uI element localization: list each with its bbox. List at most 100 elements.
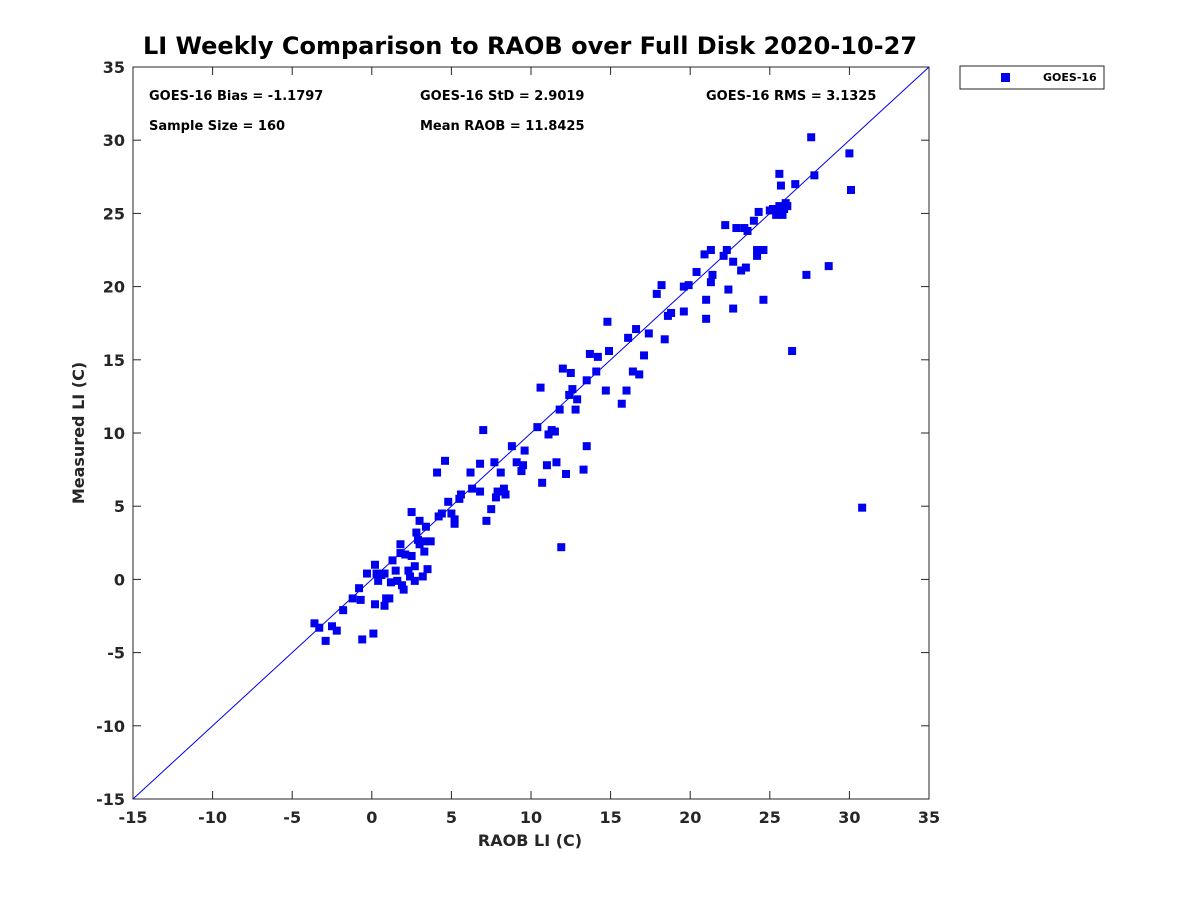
data-point [579, 465, 588, 474]
data-point [407, 551, 416, 560]
data-point [418, 572, 427, 581]
data-point [512, 458, 521, 467]
data-point [624, 333, 633, 342]
data-point [519, 461, 528, 470]
data-point [788, 347, 797, 356]
y-tick-label: -5 [107, 644, 125, 663]
data-point [339, 606, 348, 615]
data-point [776, 181, 785, 190]
data-point [566, 368, 575, 377]
data-point [617, 399, 626, 408]
data-point [562, 469, 571, 478]
data-point [622, 386, 631, 395]
data-point [370, 560, 379, 569]
data-point [706, 246, 715, 254]
data-point [635, 370, 644, 379]
data-point [450, 515, 459, 524]
data-point [372, 569, 381, 578]
data-point [385, 594, 394, 603]
data-point [544, 430, 553, 439]
data-point [603, 317, 612, 326]
data-point [858, 503, 867, 512]
data-point [592, 367, 601, 376]
data-point [759, 246, 768, 254]
data-point [404, 566, 413, 575]
data-point [493, 487, 502, 496]
data-point [667, 308, 676, 317]
data-point [468, 484, 477, 493]
data-point [410, 562, 419, 571]
data-point [571, 405, 580, 414]
data-point [501, 490, 510, 499]
data-point [310, 619, 319, 628]
data-point [369, 629, 378, 638]
data-point [721, 221, 730, 230]
data-point [773, 206, 782, 215]
plot-area: -15 -10 -5 0 5 10 15 20 25 30 35 -15 -10 -5 0 5 10 15 20 2… [96, 58, 940, 827]
data-point [706, 278, 715, 287]
data-point [476, 487, 485, 496]
y-tick-label: 35 [103, 58, 125, 77]
stat-bias: GOES-16 Bias = -1.1797 [149, 89, 323, 104]
chart-title: LI Weekly Comparison to RAOB over Full D… [143, 32, 917, 60]
y-axis: -15 -10 -5 0 5 10 15 20 25 30 35 [96, 58, 929, 809]
x-tick-label: 25 [759, 808, 781, 827]
data-point [679, 307, 688, 316]
y-tick-label: 10 [103, 424, 125, 443]
data-point [413, 535, 422, 544]
data-point [499, 484, 508, 493]
data-point [533, 423, 542, 432]
data-point [363, 569, 372, 578]
reference-line [132, 66, 930, 800]
data-point [496, 468, 505, 477]
data-point [374, 576, 383, 585]
data-points [310, 133, 867, 645]
data-point [759, 295, 768, 304]
x-tick-label: 35 [918, 808, 940, 827]
data-point [380, 569, 389, 578]
data-point [536, 383, 545, 392]
data-point [355, 584, 364, 593]
data-point [846, 185, 855, 194]
y-tick-label: 25 [103, 204, 125, 223]
data-point [719, 251, 728, 260]
data-point [393, 576, 402, 585]
data-point [845, 149, 854, 158]
data-point [573, 395, 582, 404]
data-point [783, 202, 792, 211]
x-tick-label: -5 [283, 808, 301, 827]
data-point [753, 246, 762, 254]
legend-label: GOES-16 [1043, 71, 1097, 84]
data-point [406, 572, 415, 581]
data-point [791, 180, 800, 189]
data-point [775, 202, 784, 211]
data-point [380, 601, 389, 610]
data-point [479, 426, 488, 435]
data-point [749, 216, 758, 225]
data-point [441, 456, 450, 465]
data-point [765, 206, 774, 215]
data-point [702, 295, 711, 304]
data-point [753, 251, 762, 260]
data-point [775, 169, 784, 178]
data-point [426, 537, 435, 546]
data-point [741, 263, 750, 272]
x-tick-label: 15 [599, 808, 621, 827]
data-point [315, 623, 324, 632]
data-point [807, 133, 816, 142]
x-axis-label: RAOB LI (C) [478, 831, 582, 850]
data-point [466, 468, 475, 477]
data-point [450, 519, 459, 528]
data-point [684, 281, 693, 290]
data-point [700, 250, 709, 259]
data-point [420, 547, 429, 556]
data-point [398, 581, 407, 590]
data-point [321, 636, 330, 645]
data-point [447, 509, 456, 518]
data-point [401, 550, 410, 559]
data-point [391, 566, 400, 575]
data-point [421, 522, 430, 531]
data-point [557, 543, 566, 552]
data-point [396, 549, 405, 558]
data-point [702, 314, 711, 323]
